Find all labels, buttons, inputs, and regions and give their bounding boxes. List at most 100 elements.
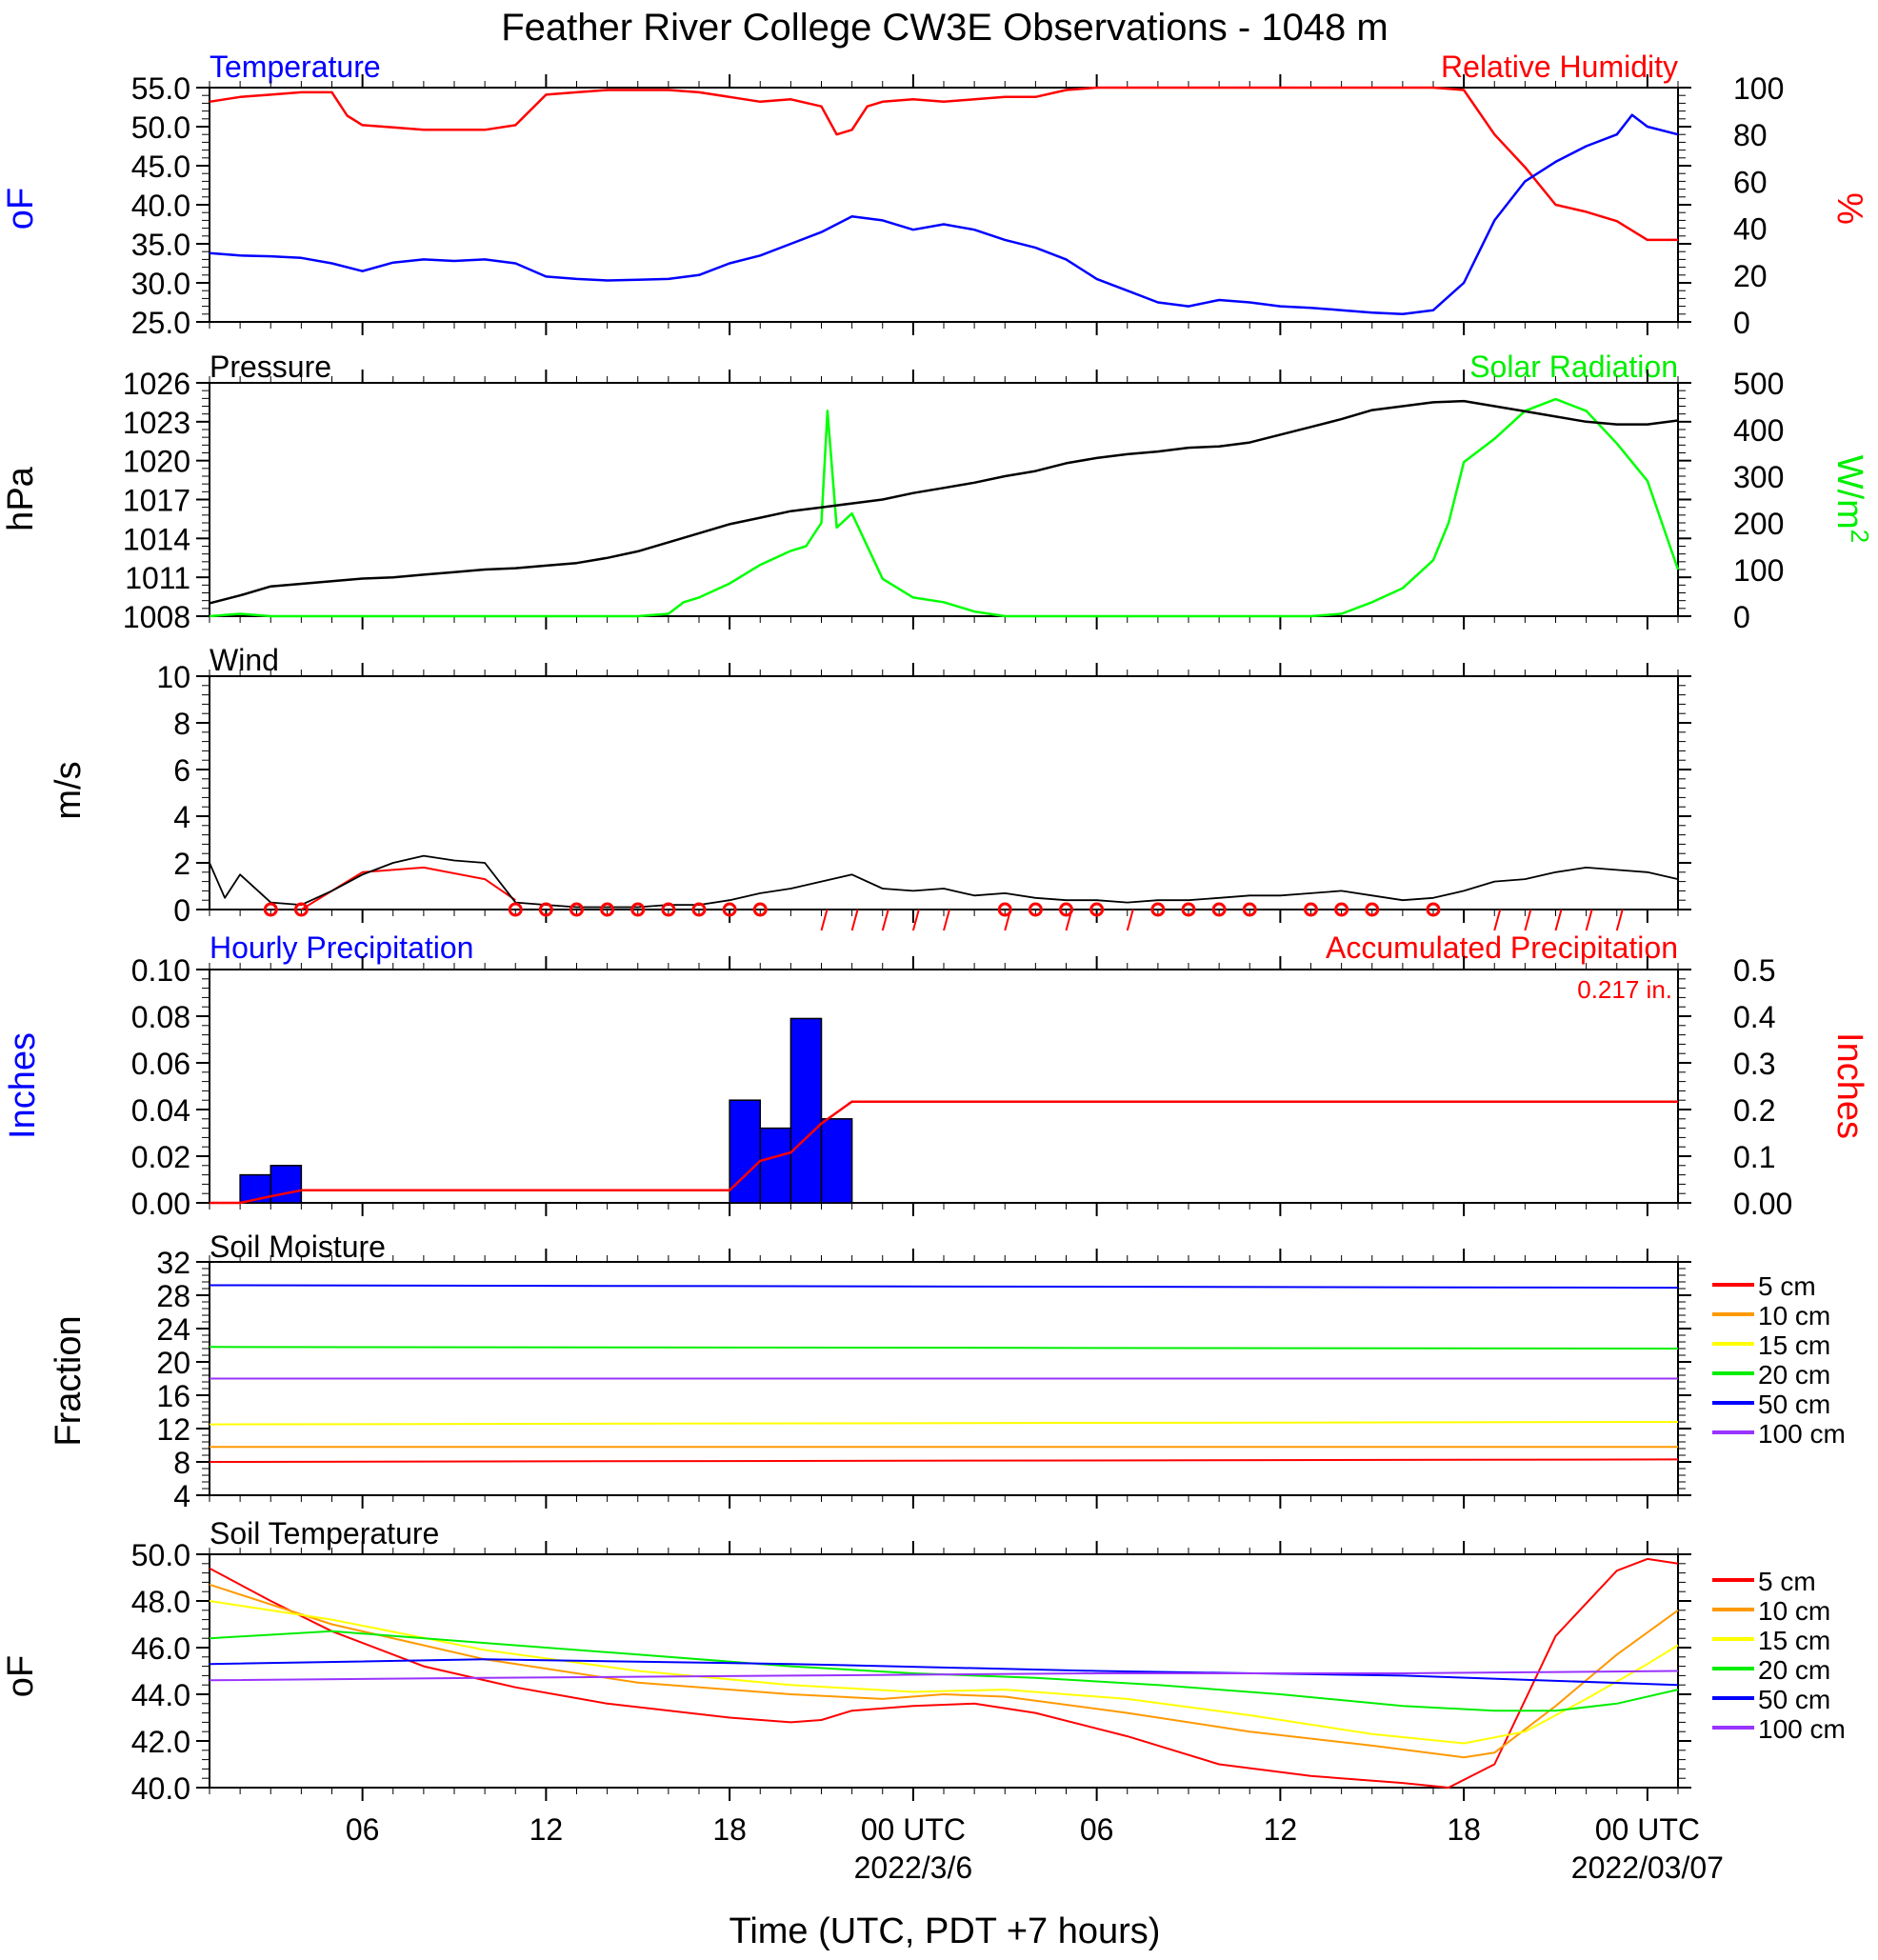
- left-tick-label: 50.0: [131, 110, 190, 145]
- depth-line: [209, 1670, 1679, 1682]
- left-tick-label: 30.0: [131, 267, 190, 301]
- hourly-precip-unit: Inches: [3, 1032, 43, 1139]
- legend-label: 20 cm: [1758, 1655, 1830, 1685]
- right-tick-label: 500: [1733, 367, 1784, 401]
- left-tick-label: 44.0: [131, 1678, 190, 1712]
- wind-barb: [1126, 909, 1134, 931]
- pressure-unit: hPa: [1, 466, 41, 530]
- left-tick-label: 50.0: [131, 1538, 190, 1572]
- depth-line: [209, 1284, 1679, 1290]
- panel-wind: Wind m/s 0 2 4 6 8 10: [49, 643, 1691, 931]
- right-tick-label: 300: [1733, 460, 1784, 494]
- legend-label: 10 cm: [1758, 1596, 1830, 1626]
- calm-circle: [1242, 902, 1257, 917]
- hourly-precip-bar: [270, 1165, 303, 1204]
- right-tick-label: 40: [1733, 212, 1768, 247]
- legend-label: 100 cm: [1758, 1419, 1846, 1449]
- humidity-unit: %: [1829, 192, 1869, 225]
- wind-barb: [1554, 909, 1563, 931]
- depth-line: [209, 1630, 1679, 1712]
- right-tick-label: 80: [1733, 118, 1768, 152]
- left-tick-label: 40.0: [131, 1771, 190, 1806]
- left-tick-label: 0.00: [131, 1187, 190, 1221]
- legend-label: 5 cm: [1758, 1567, 1816, 1596]
- wind-unit: m/s: [49, 761, 89, 819]
- left-tick-label: 45.0: [131, 150, 190, 184]
- left-tick-label: 48.0: [131, 1585, 190, 1619]
- left-tick-label: 16: [156, 1379, 190, 1413]
- legend-label: 5 cm: [1758, 1271, 1816, 1301]
- wind-barb: [820, 909, 829, 931]
- right-tick-label: 0.00: [1733, 1187, 1792, 1221]
- calm-circle: [1150, 902, 1166, 917]
- left-tick-label: 42.0: [131, 1725, 190, 1759]
- x-tick-label: 06: [1080, 1812, 1114, 1847]
- legend-label: 15 cm: [1758, 1330, 1830, 1360]
- calm-circle: [508, 902, 523, 917]
- legend-label: 20 cm: [1758, 1360, 1830, 1390]
- hourly-precip-title: Hourly Precipitation: [210, 930, 473, 965]
- left-tick-label: 55.0: [131, 71, 190, 106]
- left-tick-label: 40.0: [131, 189, 190, 223]
- accum-precip-total: 0.217 in.: [1577, 975, 1672, 1004]
- left-tick-label: 12: [156, 1412, 190, 1447]
- wind-barb: [1493, 909, 1502, 931]
- calm-circle: [722, 902, 737, 917]
- x-tick-label: 18: [1447, 1812, 1481, 1847]
- left-tick-label: 25.0: [131, 306, 190, 340]
- left-tick-label: 1014: [123, 522, 190, 556]
- depth-line: [209, 1583, 1679, 1759]
- left-tick-label: 1026: [123, 367, 190, 401]
- calm-circle: [1028, 902, 1043, 917]
- wind-barb: [911, 909, 920, 931]
- calm-circle: [691, 902, 707, 917]
- calm-circle: [1365, 902, 1380, 917]
- left-tick-label: 1023: [123, 406, 190, 440]
- left-tick-label: 6: [173, 753, 190, 788]
- right-tick-label: 400: [1733, 413, 1784, 448]
- calm-circle: [1426, 902, 1441, 917]
- wind-barb: [1004, 909, 1012, 931]
- wind-barb: [1524, 909, 1532, 931]
- right-tick-label: 200: [1733, 507, 1784, 541]
- soil-temp-title: Soil Temperature: [210, 1516, 439, 1550]
- temperature-line: [209, 113, 1679, 316]
- calm-circle: [1304, 902, 1318, 917]
- left-tick-label: 4: [173, 800, 190, 834]
- calm-circle: [752, 902, 768, 917]
- wind-barb: [1585, 909, 1593, 931]
- left-tick-label: 10: [156, 660, 190, 694]
- wind-title: Wind: [210, 643, 279, 677]
- left-tick-label: 1011: [125, 561, 190, 595]
- right-tick-label: 100: [1733, 71, 1784, 106]
- right-tick-label: 0.3: [1733, 1047, 1775, 1081]
- plot-frame: [209, 969, 1679, 1204]
- x-tick-label: 12: [1264, 1812, 1298, 1847]
- left-tick-label: 20: [156, 1346, 190, 1380]
- x-tick-label: 06: [346, 1812, 380, 1847]
- left-tick-label: 1017: [123, 484, 190, 518]
- temperature-title: Temperature: [210, 50, 381, 84]
- solar-unit-sup: 2: [1846, 530, 1874, 543]
- left-tick-label: 4: [173, 1479, 190, 1513]
- calm-circle: [538, 902, 553, 917]
- right-tick-label: 0: [1733, 600, 1750, 634]
- calm-circle: [630, 902, 646, 917]
- wind-barb: [850, 909, 859, 931]
- wind-barb: [943, 909, 950, 931]
- calm-circle: [600, 902, 615, 917]
- left-tick-label: 0: [173, 893, 190, 928]
- left-tick-label: 0.06: [131, 1047, 190, 1081]
- chart-title: Feather River College CW3E Observations …: [501, 7, 1388, 49]
- accum-precip-title: Accumulated Precipitation: [1326, 930, 1678, 965]
- depth-line: [209, 1346, 1679, 1350]
- calm-circle: [1181, 902, 1196, 917]
- right-tick-label: 0.4: [1733, 1000, 1775, 1034]
- right-tick-label: 100: [1733, 553, 1784, 588]
- left-tick-label: 32: [156, 1246, 190, 1280]
- left-tick-label: 0.08: [131, 1000, 190, 1034]
- panel-soil-temperature: Soil Temperature oF 40.0 42.0 44.0 46.0 48.0…: [1, 1516, 1846, 1806]
- right-tick-label: 0.2: [1733, 1093, 1775, 1128]
